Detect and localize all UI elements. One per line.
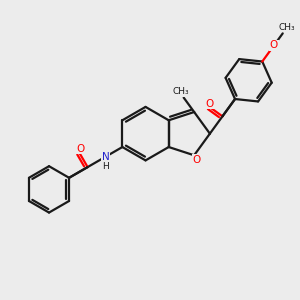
Text: O: O [76, 144, 84, 154]
Text: CH₃: CH₃ [172, 87, 189, 96]
Text: N: N [102, 152, 110, 162]
Text: O: O [192, 155, 201, 165]
Text: H: H [102, 162, 109, 171]
Text: CH₃: CH₃ [279, 23, 296, 32]
Text: O: O [270, 40, 278, 50]
Text: O: O [206, 99, 214, 109]
